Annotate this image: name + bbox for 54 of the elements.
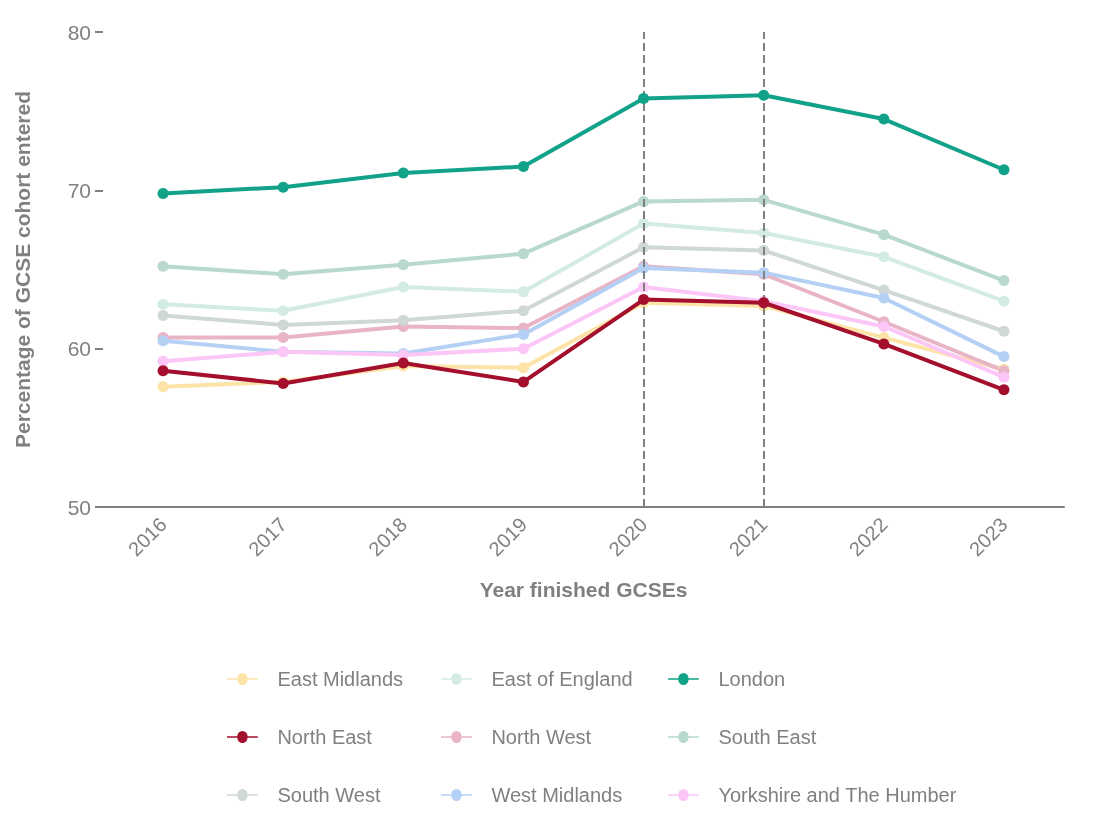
point bbox=[277, 332, 289, 344]
point bbox=[998, 384, 1010, 396]
point bbox=[998, 325, 1010, 337]
y-tick-label: 50 bbox=[67, 495, 91, 519]
legend-label: North West bbox=[491, 726, 592, 748]
legend-label: East Midlands bbox=[277, 668, 404, 690]
point bbox=[517, 248, 529, 260]
point bbox=[157, 188, 169, 199]
legend-label: West Midlands bbox=[491, 784, 623, 806]
point bbox=[277, 319, 289, 331]
point bbox=[397, 314, 409, 326]
point bbox=[517, 328, 529, 340]
legend-label: London bbox=[718, 668, 786, 690]
legend-label: North East bbox=[277, 726, 373, 748]
point bbox=[157, 381, 169, 393]
legend-label: Yorkshire and The Humber bbox=[718, 784, 957, 806]
point bbox=[878, 321, 890, 332]
x-axis-title: Year finished GCSEs bbox=[479, 578, 688, 601]
point bbox=[157, 298, 169, 310]
point bbox=[998, 275, 1010, 287]
legend-label: East of England bbox=[491, 668, 633, 690]
point bbox=[157, 365, 169, 377]
point bbox=[157, 309, 169, 321]
point bbox=[397, 259, 409, 271]
point bbox=[157, 260, 169, 272]
point bbox=[517, 161, 529, 173]
legend-label: South East bbox=[718, 726, 817, 748]
point bbox=[517, 343, 529, 355]
point bbox=[517, 286, 529, 298]
point bbox=[998, 371, 1010, 383]
y-tick-label: 70 bbox=[67, 178, 91, 202]
point bbox=[277, 305, 289, 317]
point bbox=[397, 281, 409, 293]
point bbox=[397, 167, 409, 179]
point bbox=[878, 338, 890, 350]
point bbox=[758, 89, 770, 101]
point bbox=[517, 362, 529, 374]
legend-label: South West bbox=[277, 784, 381, 806]
point bbox=[878, 229, 890, 241]
y-tick-label: 80 bbox=[67, 20, 91, 44]
point bbox=[878, 292, 890, 304]
point bbox=[638, 93, 650, 104]
point bbox=[998, 351, 1010, 363]
point bbox=[157, 355, 169, 367]
point bbox=[878, 113, 890, 125]
point bbox=[517, 305, 529, 317]
point bbox=[998, 295, 1010, 307]
point bbox=[277, 181, 289, 193]
y-tick-label: 60 bbox=[67, 337, 91, 361]
point bbox=[277, 268, 289, 280]
point bbox=[998, 164, 1010, 176]
y-axis-title: Percentage of GCSE cohort entered bbox=[11, 90, 34, 449]
point bbox=[878, 251, 890, 263]
point bbox=[517, 376, 529, 388]
